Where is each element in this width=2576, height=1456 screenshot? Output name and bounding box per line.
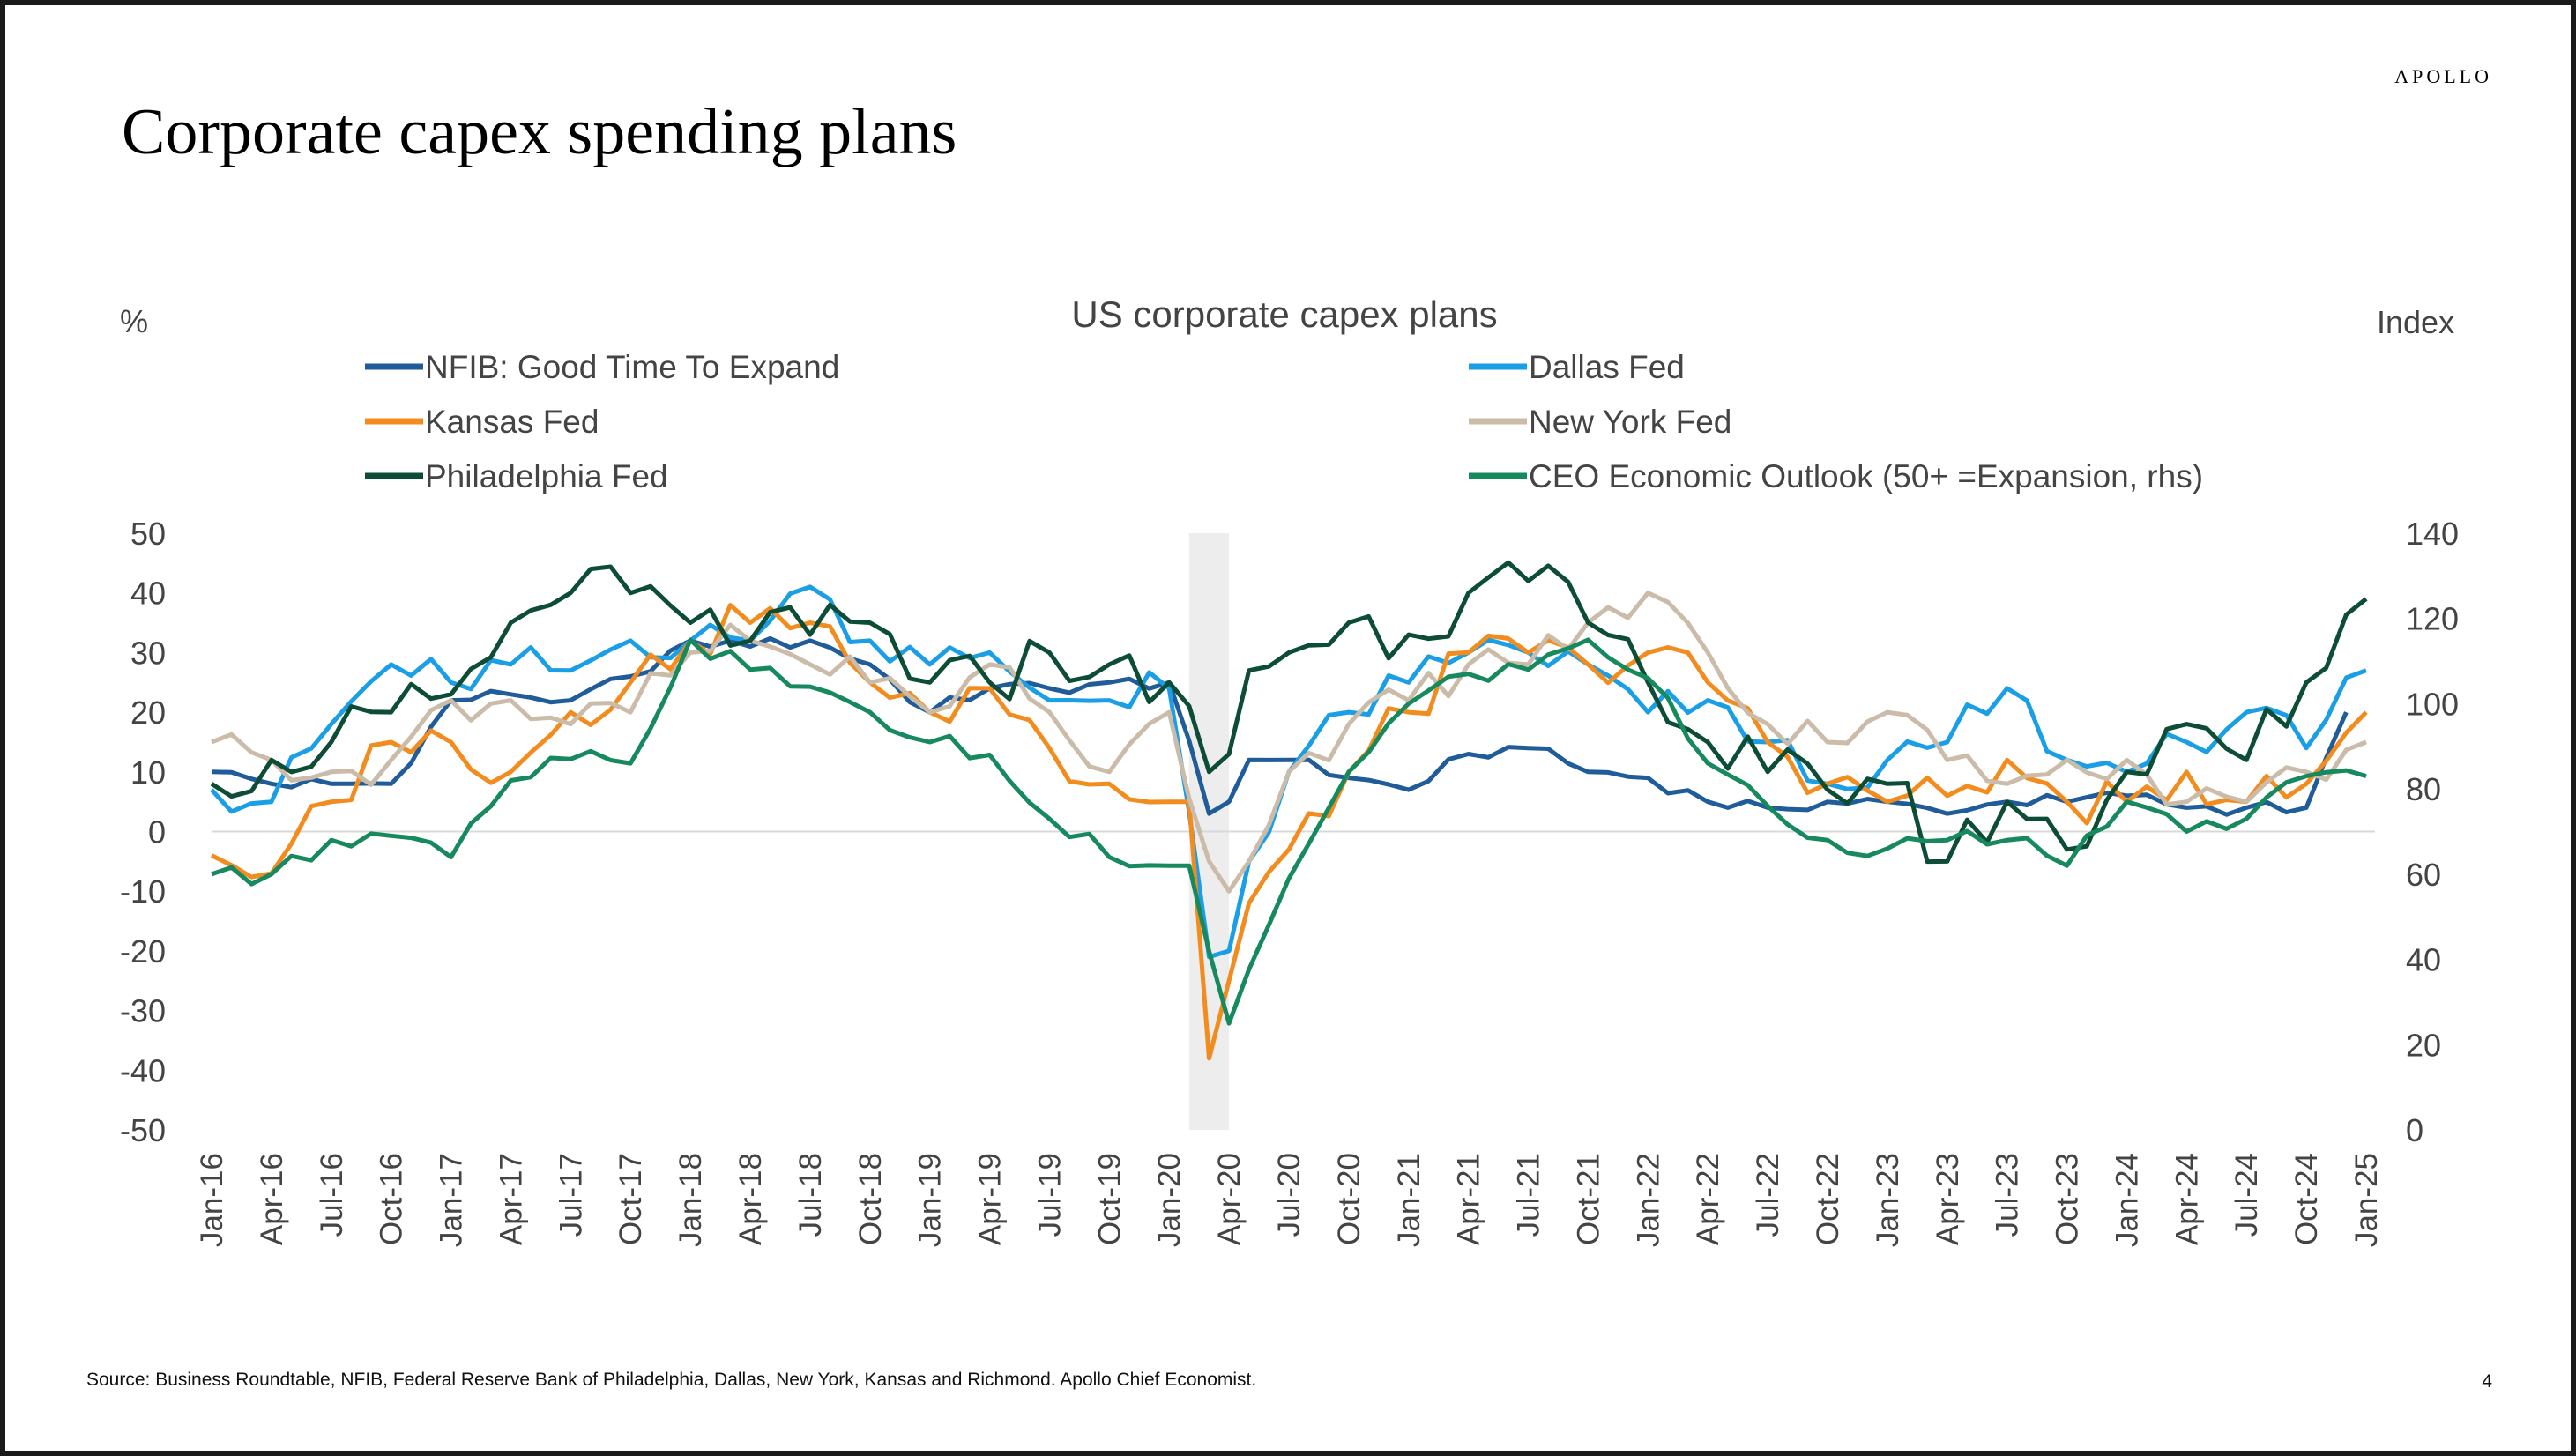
x-axis-tick-label: Apr-21 [1452,1153,1486,1245]
right-axis-tick-label: 100 [2406,686,2459,722]
x-axis-tick-label: Jul-16 [315,1153,349,1237]
page-title: Corporate capex spending plans [122,96,957,168]
right-axis-tick-label: 20 [2406,1027,2441,1063]
x-axis-tick-label: Oct-22 [1811,1153,1845,1245]
series-line-4 [211,591,2367,894]
x-axis-tick-label: Oct-20 [1332,1153,1366,1245]
right-axis-tick-label: 140 [2406,516,2459,552]
x-axis-tick-label: Jul-19 [1032,1153,1067,1237]
left-axis-tick-label: -40 [120,1052,166,1088]
left-axis-tick-label: -10 [120,873,166,910]
series-line-5 [210,560,2368,865]
x-axis-tick-label: Jan-21 [1392,1153,1426,1247]
x-axis-tick-label: Apr-16 [255,1153,289,1245]
x-axis-tick-label: Jul-24 [2230,1153,2264,1237]
x-axis-tick-label: Apr-24 [2170,1153,2204,1245]
x-axis-tick-label: Apr-23 [1931,1153,1965,1245]
left-axis-tick-label: 30 [130,635,166,671]
series-line-6 [211,637,2367,1026]
x-axis-tick-label: Oct-24 [2289,1153,2324,1245]
source-note: Source: Business Roundtable, NFIB, Feder… [86,1370,1257,1390]
x-axis-tick-label: Oct-19 [1092,1153,1127,1245]
x-axis-tick-label: Jan-16 [195,1153,229,1247]
x-axis-tick-label: Jan-25 [2349,1153,2384,1247]
x-axis-tick-label: Jul-20 [1272,1153,1307,1237]
x-axis-tick-label: Jul-18 [793,1153,828,1237]
x-axis-tick-label: Jan-19 [913,1153,948,1247]
legend-label-2: Dallas Fed [1529,349,1685,385]
x-axis-tick-label: Jul-22 [1751,1153,1785,1237]
plot-area: 50403020100-10-20-30-40-5014012010080604… [120,516,2459,1247]
x-axis-tick-label: Oct-16 [375,1153,409,1245]
x-axis-tick-label: Apr-17 [494,1153,528,1245]
right-axis-tick-label: 60 [2406,857,2441,893]
x-axis-tick-label: Jul-17 [554,1153,588,1237]
x-axis-tick-label: Jan-17 [435,1153,469,1247]
series-line-1 [211,635,2349,817]
left-axis-tick-label: 0 [148,814,166,851]
x-axis-tick-label: Oct-17 [614,1153,648,1245]
x-axis-tick-label: Apr-22 [1691,1153,1725,1245]
right-axis-tick-label: 80 [2406,771,2441,807]
chart-legend: NFIB: Good Time To Expand Dallas Fed Kansa… [365,349,2203,494]
left-axis-tick-label: -20 [120,933,166,969]
x-axis-tick-label: Apr-19 [973,1153,1008,1245]
left-axis-tick-label: -50 [120,1112,166,1148]
legend-label-4: New York Fed [1529,404,1731,440]
x-axis-tick-label: Oct-23 [2051,1153,2085,1245]
legend-label-5: Philadelphia Fed [425,458,668,494]
right-axis-tick-label: 120 [2406,601,2459,637]
x-axis-tick-label: Jul-23 [1991,1153,2025,1237]
left-axis-tick-label: -30 [120,993,166,1029]
x-axis-tick-label: Jan-23 [1871,1153,1905,1247]
left-axis-tick-label: 20 [130,695,166,731]
x-axis-tick-label: Oct-18 [853,1153,888,1245]
x-axis-tick-label: Jan-24 [2110,1153,2144,1247]
brand-logo-text: APOLLO [2394,65,2492,87]
x-axis-tick-label: Apr-18 [733,1153,768,1245]
legend-label-6: CEO Economic Outlook (50+ =Expansion, rh… [1529,458,2203,494]
x-axis-tick-label: Jan-20 [1152,1153,1187,1247]
x-axis-tick-label: Jan-18 [674,1153,708,1247]
left-axis-tick-label: 10 [130,754,166,791]
left-axis-tick-label: 40 [130,576,166,612]
left-axis-tick-label: 50 [130,516,166,552]
x-axis-tick-label: Oct-21 [1571,1153,1605,1245]
right-axis-tick-label: 0 [2406,1112,2423,1148]
x-axis-tick-label: Apr-20 [1212,1153,1247,1245]
legend-label-1: NFIB: Good Time To Expand [425,349,839,385]
right-axis-unit: Index [2377,304,2454,340]
series-line-3 [210,603,2368,1061]
page-number: 4 [2482,1371,2492,1392]
legend-label-3: Kansas Fed [425,404,599,440]
left-axis-unit: % [120,303,148,339]
x-axis-tick-label: Jul-21 [1512,1153,1546,1237]
chart-title: US corporate capex plans [1071,293,1497,335]
x-axis-tick-label: Jan-22 [1631,1153,1665,1247]
right-axis-tick-label: 40 [2406,942,2441,978]
